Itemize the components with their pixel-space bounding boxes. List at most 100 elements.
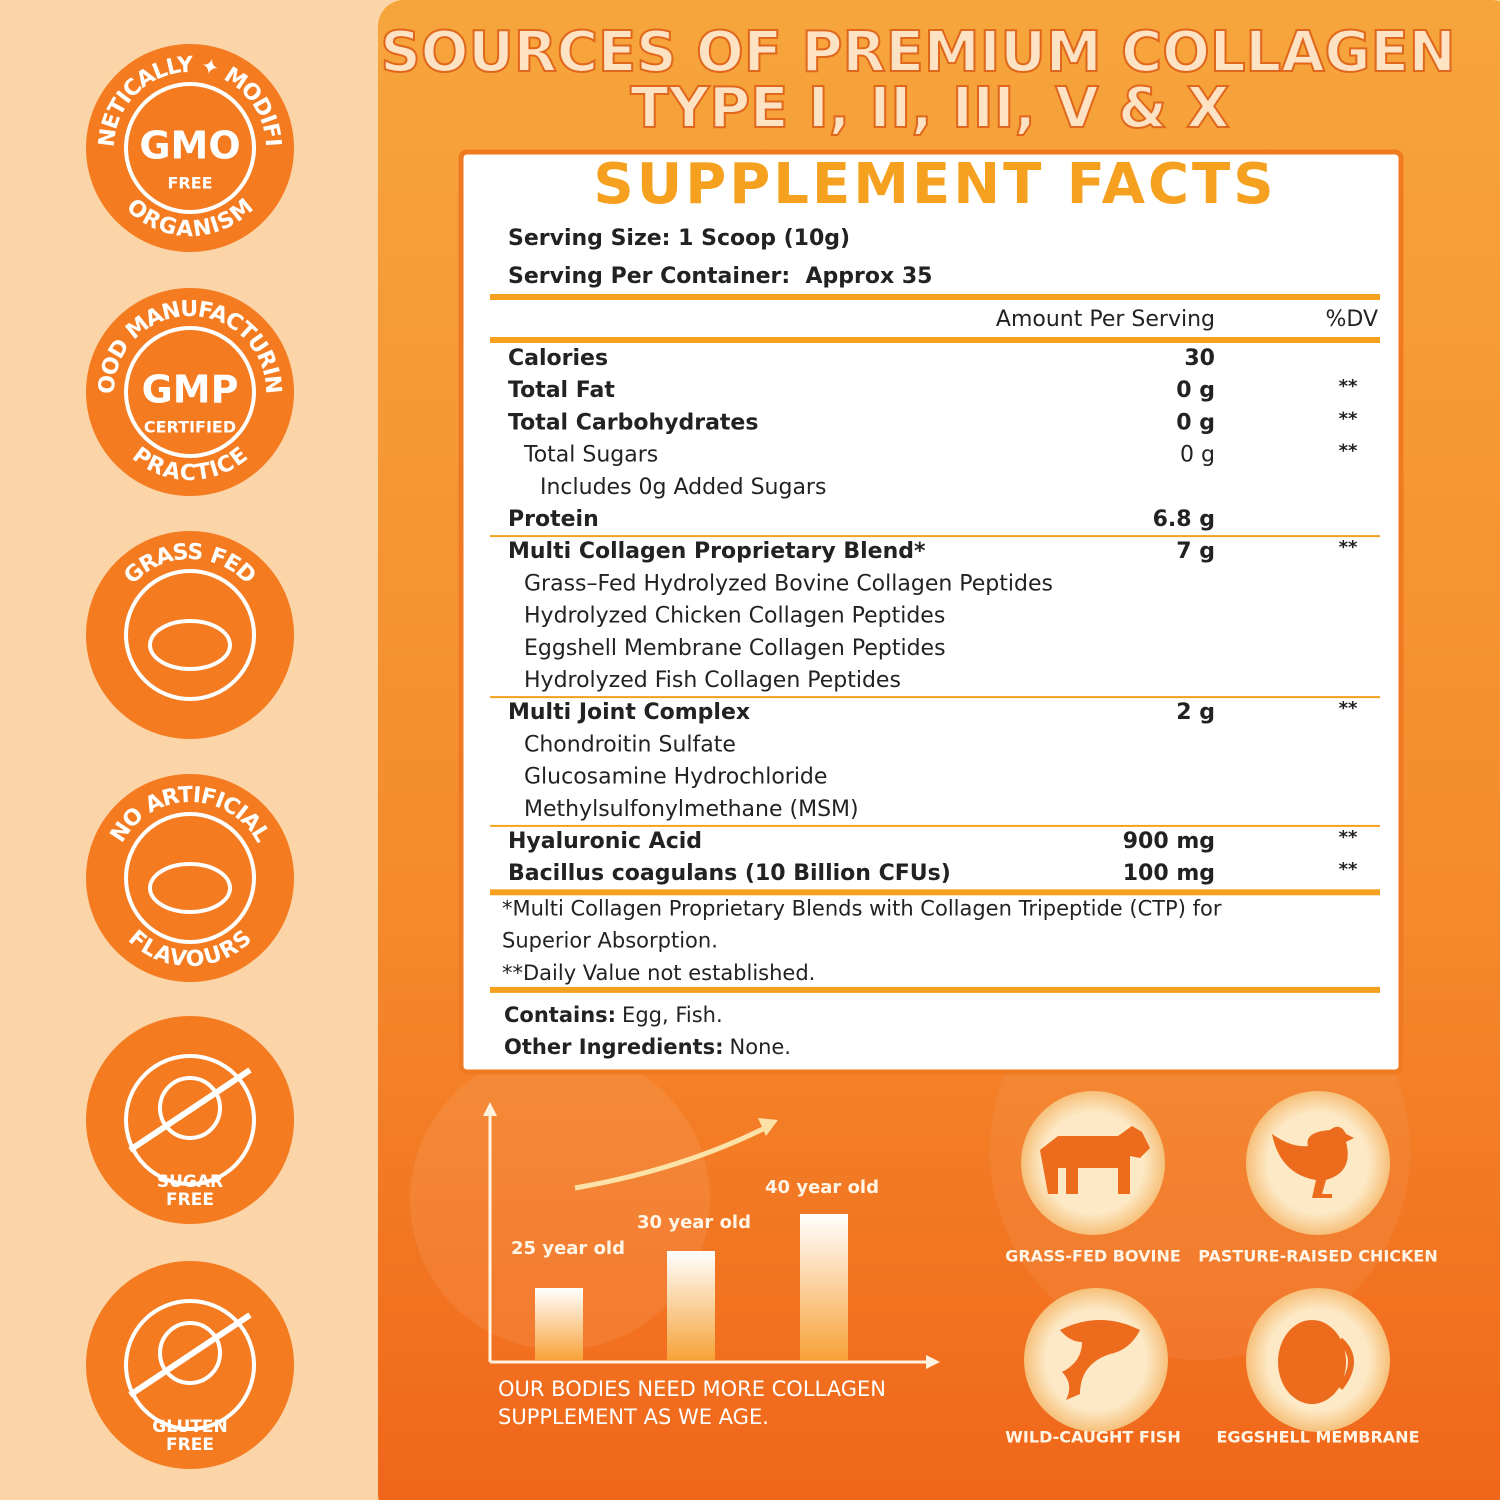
arrow-head — [926, 1355, 940, 1369]
fish-icon — [1060, 1320, 1140, 1400]
nutrient-dv: ** — [1339, 827, 1358, 848]
bar-label: 40 year old — [765, 1177, 879, 1198]
nutrient-amount: 0 g — [1176, 410, 1215, 435]
bar — [800, 1214, 848, 1360]
nutrient-name: Methylsulfonylmethane (MSM) — [524, 797, 859, 822]
badge-slash — [128, 1067, 252, 1153]
rule — [490, 889, 1380, 896]
nutrient-amount: 30 — [1184, 346, 1215, 371]
nutrient-dv: ** — [1339, 859, 1358, 880]
nutrient-dv: ** — [1339, 408, 1358, 429]
bar — [667, 1251, 715, 1360]
nutrient-name: Calories — [508, 346, 608, 371]
ingredient-label: Other Ingredients: — [504, 1035, 724, 1059]
badge-text: FREE — [166, 1190, 214, 1210]
egg-icon — [1337, 1337, 1354, 1390]
age-chart — [483, 1102, 940, 1369]
badge-ring — [124, 569, 256, 701]
column-header: Amount Per Serving — [996, 307, 1215, 332]
egg-icon — [1278, 1320, 1346, 1404]
badge-ring — [124, 812, 256, 944]
badge-ring — [124, 326, 256, 458]
nutrient-name: Total Sugars — [523, 443, 658, 468]
nutrient-name: Protein — [508, 507, 599, 532]
badge-icon — [158, 1321, 222, 1385]
badge-text: FREE — [166, 1435, 214, 1455]
nutrient-amount: 7 g — [1176, 539, 1215, 564]
title-line: TYPE I, II, III, V & X — [630, 76, 1229, 141]
rule — [490, 535, 1380, 538]
rule — [490, 696, 1380, 699]
ingredient-label: Contains: — [504, 1003, 616, 1027]
rule — [490, 986, 1380, 993]
bar-label: 25 year old — [511, 1238, 625, 1259]
badge-text: SUGAR — [157, 1172, 223, 1192]
nutrient-dv: ** — [1339, 698, 1358, 719]
badge-main: GMP — [142, 368, 239, 412]
arrow-head — [483, 1102, 497, 1116]
title-line: SOURCES OF PREMIUM COLLAGEN — [380, 20, 1455, 85]
chart-caption: OUR BODIES NEED MORE COLLAGEN — [498, 1377, 886, 1401]
nutrient-amount: 0 g — [1180, 443, 1215, 468]
serving-size: Serving Size: 1 Scoop (10g) — [508, 226, 850, 251]
badge-ring — [124, 82, 256, 214]
nutrient-name: Total Fat — [508, 378, 615, 403]
arrow-head — [758, 1118, 778, 1136]
nutrient-name: Hydrolyzed Chicken Collagen Peptides — [524, 604, 945, 629]
rule — [490, 824, 1380, 827]
ingredient-value: None. — [730, 1035, 791, 1059]
nutrient-amount: 0 g — [1176, 378, 1215, 403]
nutrient-name: Total Carbohydrates — [508, 410, 758, 435]
nutrient-amount: 2 g — [1176, 700, 1215, 725]
badge-slash — [128, 1312, 252, 1398]
nutrient-name: Eggshell Membrane Collagen Peptides — [524, 636, 946, 661]
source-icons — [1021, 1091, 1390, 1432]
servings: Serving Per Container: Approx 35 — [508, 264, 932, 289]
nutrient-dv: ** — [1339, 537, 1358, 558]
ingredient-line: Contains: Egg, Fish. — [504, 1003, 723, 1027]
badge-circle — [86, 288, 294, 496]
chicken-icon — [1272, 1126, 1354, 1198]
nutrient-amount: 100 mg — [1123, 861, 1215, 886]
nutrient-name: Chondroitin Sulfate — [524, 732, 736, 757]
nutrient-amount: 900 mg — [1123, 829, 1215, 854]
badge-sub: FREE — [167, 174, 212, 193]
source-label: GRASS-FED BOVINE — [1005, 1247, 1181, 1266]
ingredient-value: Egg, Fish. — [622, 1003, 723, 1027]
ingredient-line: Other Ingredients: None. — [504, 1035, 791, 1059]
nutrient-amount: 6.8 g — [1153, 507, 1215, 532]
footnote: Superior Absorption. — [502, 929, 718, 953]
rule — [490, 337, 1380, 343]
badge-circle — [86, 1016, 294, 1224]
chart-caption: SUPPLEMENT AS WE AGE. — [498, 1405, 769, 1429]
nutrient-name: Multi Joint Complex — [508, 700, 750, 725]
footnote: **Daily Value not established. — [502, 961, 815, 985]
bar — [535, 1288, 583, 1360]
badge-icon — [148, 862, 232, 914]
badge-sub: CERTIFIED — [144, 418, 236, 437]
badge-circle — [86, 1261, 294, 1469]
badge-ring — [124, 1054, 256, 1186]
cow-icon — [1040, 1126, 1150, 1194]
facts-rows: Calories 30 Total Fat 0 g ** Total Carbohydra… — [490, 346, 1380, 1059]
source-label: EGGSHELL MEMBRANE — [1217, 1428, 1420, 1447]
decor — [410, 1050, 710, 1350]
facts-title: SUPPLEMENT FACTS — [593, 152, 1276, 217]
trend-arrow — [574, 1125, 767, 1191]
nutrient-name: Glucosamine Hydrochloride — [524, 765, 827, 790]
nutrient-name: Multi Collagen Proprietary Blend* — [508, 539, 926, 564]
badge-circle — [86, 531, 294, 739]
nutrient-name: Bacillus coagulans (10 Billion CFUs) — [508, 861, 951, 886]
source-label: WILD-CAUGHT FISH — [1005, 1428, 1180, 1447]
source-label: PASTURE-RAISED CHICKEN — [1198, 1247, 1437, 1266]
nutrient-name: Grass–Fed Hydrolyzed Bovine Collagen Pep… — [524, 571, 1053, 596]
nutrient-dv: ** — [1339, 441, 1358, 462]
column-header: %DV — [1325, 307, 1378, 332]
badge-ring — [124, 1299, 256, 1431]
badge-circle — [86, 774, 294, 982]
nutrient-name: Includes 0g Added Sugars — [540, 475, 826, 500]
nutrient-name: Hyaluronic Acid — [508, 829, 702, 854]
badge-icon — [148, 619, 232, 671]
badge-main: GMO — [139, 124, 240, 168]
